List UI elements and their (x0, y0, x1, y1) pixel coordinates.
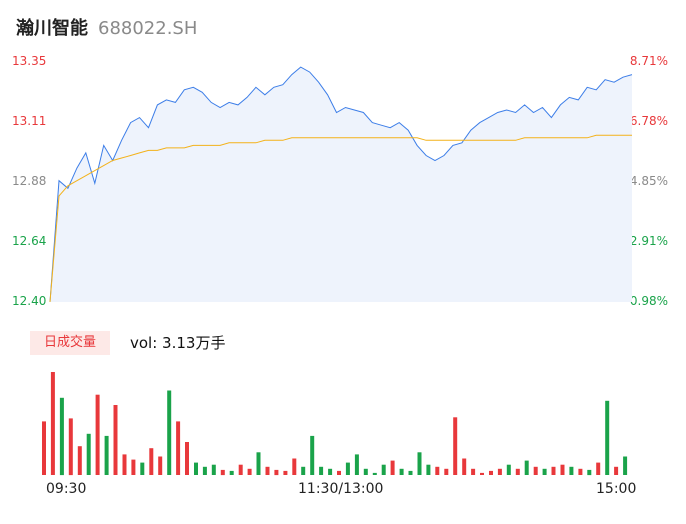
avg-line (49, 134, 632, 303)
y-right-tick: 4.85% (629, 174, 668, 188)
volume-bar (104, 435, 109, 475)
volume-bar (408, 470, 413, 475)
volume-bar (238, 464, 243, 475)
volume-bar (623, 456, 628, 475)
volume-bar (202, 466, 207, 475)
volume-bar (399, 468, 404, 475)
stock-name: 瀚川智能 (16, 18, 88, 39)
volume-bar (551, 466, 556, 475)
stock-title: 瀚川智能 688022.SH (16, 14, 197, 40)
y-right-tick: 0.98% (629, 294, 668, 308)
volume-bar (426, 464, 431, 475)
volume-tag[interactable]: 日成交量 (30, 331, 110, 355)
volume-bar (578, 468, 583, 475)
volume-bar (363, 468, 368, 475)
volume-bar (158, 456, 163, 475)
y-left-tick: 12.88 (12, 174, 47, 188)
volume-bar (149, 448, 154, 475)
volume-bar (256, 452, 261, 475)
volume-bar (42, 421, 46, 475)
volume-bar (68, 418, 73, 476)
volume-bar (176, 421, 181, 475)
volume-bar (390, 460, 395, 475)
volume-bar (372, 472, 377, 475)
x-tick-open: 09:30 (46, 481, 87, 497)
volume-bar (497, 468, 502, 475)
x-tick-mid: 11:30/13:00 (298, 481, 384, 497)
volume-bar (229, 470, 234, 475)
volume-bar (50, 372, 55, 475)
volume-bar (471, 468, 476, 475)
volume-bar (542, 468, 547, 475)
volume-bar (506, 464, 511, 475)
volume-bar (59, 397, 64, 476)
volume-bar (77, 446, 82, 475)
volume-bar (569, 466, 574, 475)
price-chart (49, 66, 633, 303)
volume-bar (113, 405, 118, 475)
volume-bar (283, 470, 288, 475)
volume-bar (131, 459, 136, 475)
y-right-tick: 8.71% (629, 54, 668, 68)
volume-bar (194, 462, 198, 475)
volume-bar (560, 464, 565, 475)
volume-bar (614, 466, 619, 475)
y-left-tick: 13.35 (12, 54, 47, 68)
volume-bar (337, 470, 341, 475)
volume-bar (515, 468, 520, 475)
price-line (49, 66, 633, 303)
volume-bar (274, 469, 279, 476)
volume-bar (381, 464, 386, 475)
volume-bar (354, 454, 359, 475)
volume-bar (292, 458, 297, 475)
volume-bar (140, 462, 145, 475)
price-area (50, 67, 632, 302)
volume-bar (417, 452, 422, 475)
volume-bar (167, 390, 172, 475)
volume-bar (211, 464, 216, 475)
volume-bar (489, 470, 493, 475)
y-left-tick: 12.64 (12, 234, 47, 248)
volume-bar (185, 442, 189, 475)
volume-bar (310, 435, 315, 475)
stock-code: 688022.SH (98, 18, 198, 39)
volume-bar (95, 394, 100, 475)
volume-bar (86, 433, 91, 475)
y-left-tick: 13.11 (12, 114, 47, 128)
volume-bar (435, 466, 440, 475)
volume-bar (328, 468, 333, 475)
volume-bar (605, 400, 610, 475)
volume-bar (453, 417, 458, 475)
volume-bar (587, 469, 592, 476)
x-tick-close: 15:00 (596, 481, 637, 497)
volume-bar (345, 462, 350, 475)
y-right-tick: 2.91% (629, 234, 668, 248)
volume-bar (533, 466, 538, 475)
volume-bar (220, 469, 225, 476)
volume-bar (265, 466, 270, 475)
y-right-tick: 6.78% (629, 114, 668, 128)
volume-bar (462, 458, 467, 475)
volume-bar (480, 472, 484, 475)
volume-bar (444, 468, 449, 475)
volume-bar (319, 466, 324, 475)
volume-bar (596, 462, 601, 475)
volume-bar (122, 454, 127, 475)
volume-bar (247, 468, 252, 475)
volume-chart (42, 372, 628, 476)
y-left-tick: 12.40 (12, 294, 47, 308)
volume-summary: vol: 3.13万手 (130, 334, 226, 352)
volume-bar (301, 466, 306, 475)
volume-bar (524, 460, 529, 475)
